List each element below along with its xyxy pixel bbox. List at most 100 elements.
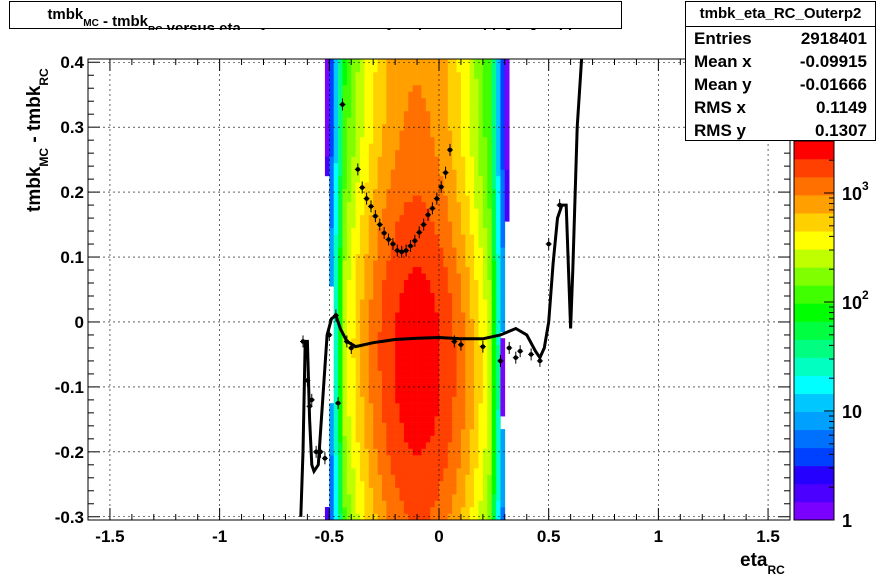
heat-cell	[338, 357, 343, 365]
profile-point	[416, 230, 422, 235]
heat-cell	[381, 130, 387, 138]
heat-cell	[412, 513, 418, 521]
heat-cell	[395, 305, 400, 313]
heat-cell	[417, 247, 422, 255]
heat-cell	[364, 325, 370, 332]
heat-cell	[395, 71, 400, 79]
heat-cell	[447, 91, 453, 99]
heat-cell	[355, 188, 361, 196]
heat-cell	[408, 195, 413, 203]
heat-cell	[329, 91, 334, 99]
heat-cell	[474, 468, 479, 475]
heat-cell	[469, 377, 475, 384]
heat-cell	[390, 227, 396, 235]
heat-cell	[425, 422, 431, 430]
heat-cell	[360, 312, 365, 320]
heat-cell	[491, 455, 497, 462]
heat-cell	[434, 344, 440, 352]
heat-cell	[482, 97, 488, 105]
heat-cell	[386, 500, 392, 508]
heat-cell	[377, 403, 383, 410]
heat-cell	[434, 104, 440, 112]
heat-cell	[447, 188, 453, 196]
heat-cell	[465, 442, 471, 449]
heat-cell	[390, 84, 396, 92]
heat-cell	[447, 409, 453, 417]
heat-cell	[425, 312, 431, 320]
heat-cell	[355, 500, 361, 508]
profile-point	[305, 378, 310, 383]
heat-cell	[456, 65, 462, 73]
heat-cell	[342, 422, 348, 430]
heat-cell	[399, 221, 405, 229]
heat-cell	[465, 143, 471, 151]
heat-cell	[360, 240, 365, 248]
heat-cell	[403, 84, 409, 92]
heat-cell	[329, 143, 334, 151]
profile-point	[364, 196, 369, 201]
heat-cell	[408, 312, 413, 320]
heat-cell	[460, 455, 466, 462]
heat-cell	[338, 364, 343, 371]
heat-cell	[373, 396, 378, 404]
heat-cell	[412, 84, 418, 92]
heat-cell	[447, 344, 453, 352]
heat-cell	[474, 461, 479, 469]
heat-cell	[434, 305, 440, 313]
heat-cell	[333, 286, 339, 294]
heat-cell	[360, 468, 365, 475]
heat-cell	[452, 507, 457, 514]
heat-cell	[399, 104, 405, 112]
profile-point	[557, 202, 562, 208]
heat-cell	[329, 123, 334, 131]
heat-cell	[403, 117, 409, 125]
heat-cell	[412, 429, 418, 436]
heat-cell	[386, 403, 392, 410]
heat-cell	[355, 104, 361, 112]
heat-cell	[487, 403, 492, 410]
heat-cell	[460, 292, 466, 300]
heat-cell	[465, 104, 471, 112]
heat-cell	[491, 435, 497, 443]
profile-point	[517, 348, 523, 354]
heat-cell	[324, 110, 330, 118]
heat-cell	[417, 195, 422, 203]
heat-cell	[474, 396, 479, 404]
heat-cell	[408, 305, 413, 313]
heat-cell	[346, 494, 352, 501]
heat-cell	[478, 403, 484, 410]
heat-cell	[434, 84, 440, 92]
heat-cell	[342, 182, 348, 190]
heat-cell	[368, 59, 374, 66]
heat-cell	[390, 130, 396, 138]
heat-cell	[500, 240, 506, 248]
heat-cell	[377, 422, 383, 430]
heat-cell	[482, 500, 488, 508]
heat-cell	[373, 260, 378, 268]
heat-cell	[346, 201, 352, 209]
heat-cell	[474, 195, 479, 203]
heat-cell	[364, 97, 370, 105]
heat-cell	[469, 279, 475, 287]
heat-cell	[403, 292, 409, 300]
heat-cell	[447, 318, 453, 326]
heat-cell	[421, 338, 427, 345]
heat-cell	[439, 175, 444, 183]
heat-cell	[395, 403, 400, 410]
heat-cell	[443, 416, 449, 423]
heat-cell	[430, 435, 435, 443]
heat-cell	[346, 474, 352, 482]
heat-cell	[364, 299, 370, 307]
heat-cell	[355, 312, 361, 320]
heat-cell	[456, 175, 462, 183]
heat-cell	[417, 156, 422, 164]
heat-cell	[368, 84, 374, 92]
heat-cell	[439, 403, 444, 410]
heat-cell	[469, 461, 475, 469]
heat-cell	[491, 78, 497, 86]
chart-title-subscript: RC	[148, 25, 162, 30]
heat-cell	[417, 201, 422, 209]
heat-cell	[373, 305, 378, 313]
profile-point	[506, 345, 512, 351]
chart-title-part: for Outer sectors for clusters with [4,6…	[255, 27, 584, 30]
